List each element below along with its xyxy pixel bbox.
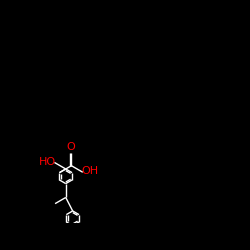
Text: OH: OH xyxy=(81,166,98,176)
Text: O: O xyxy=(67,142,76,152)
Text: HO: HO xyxy=(39,157,56,167)
